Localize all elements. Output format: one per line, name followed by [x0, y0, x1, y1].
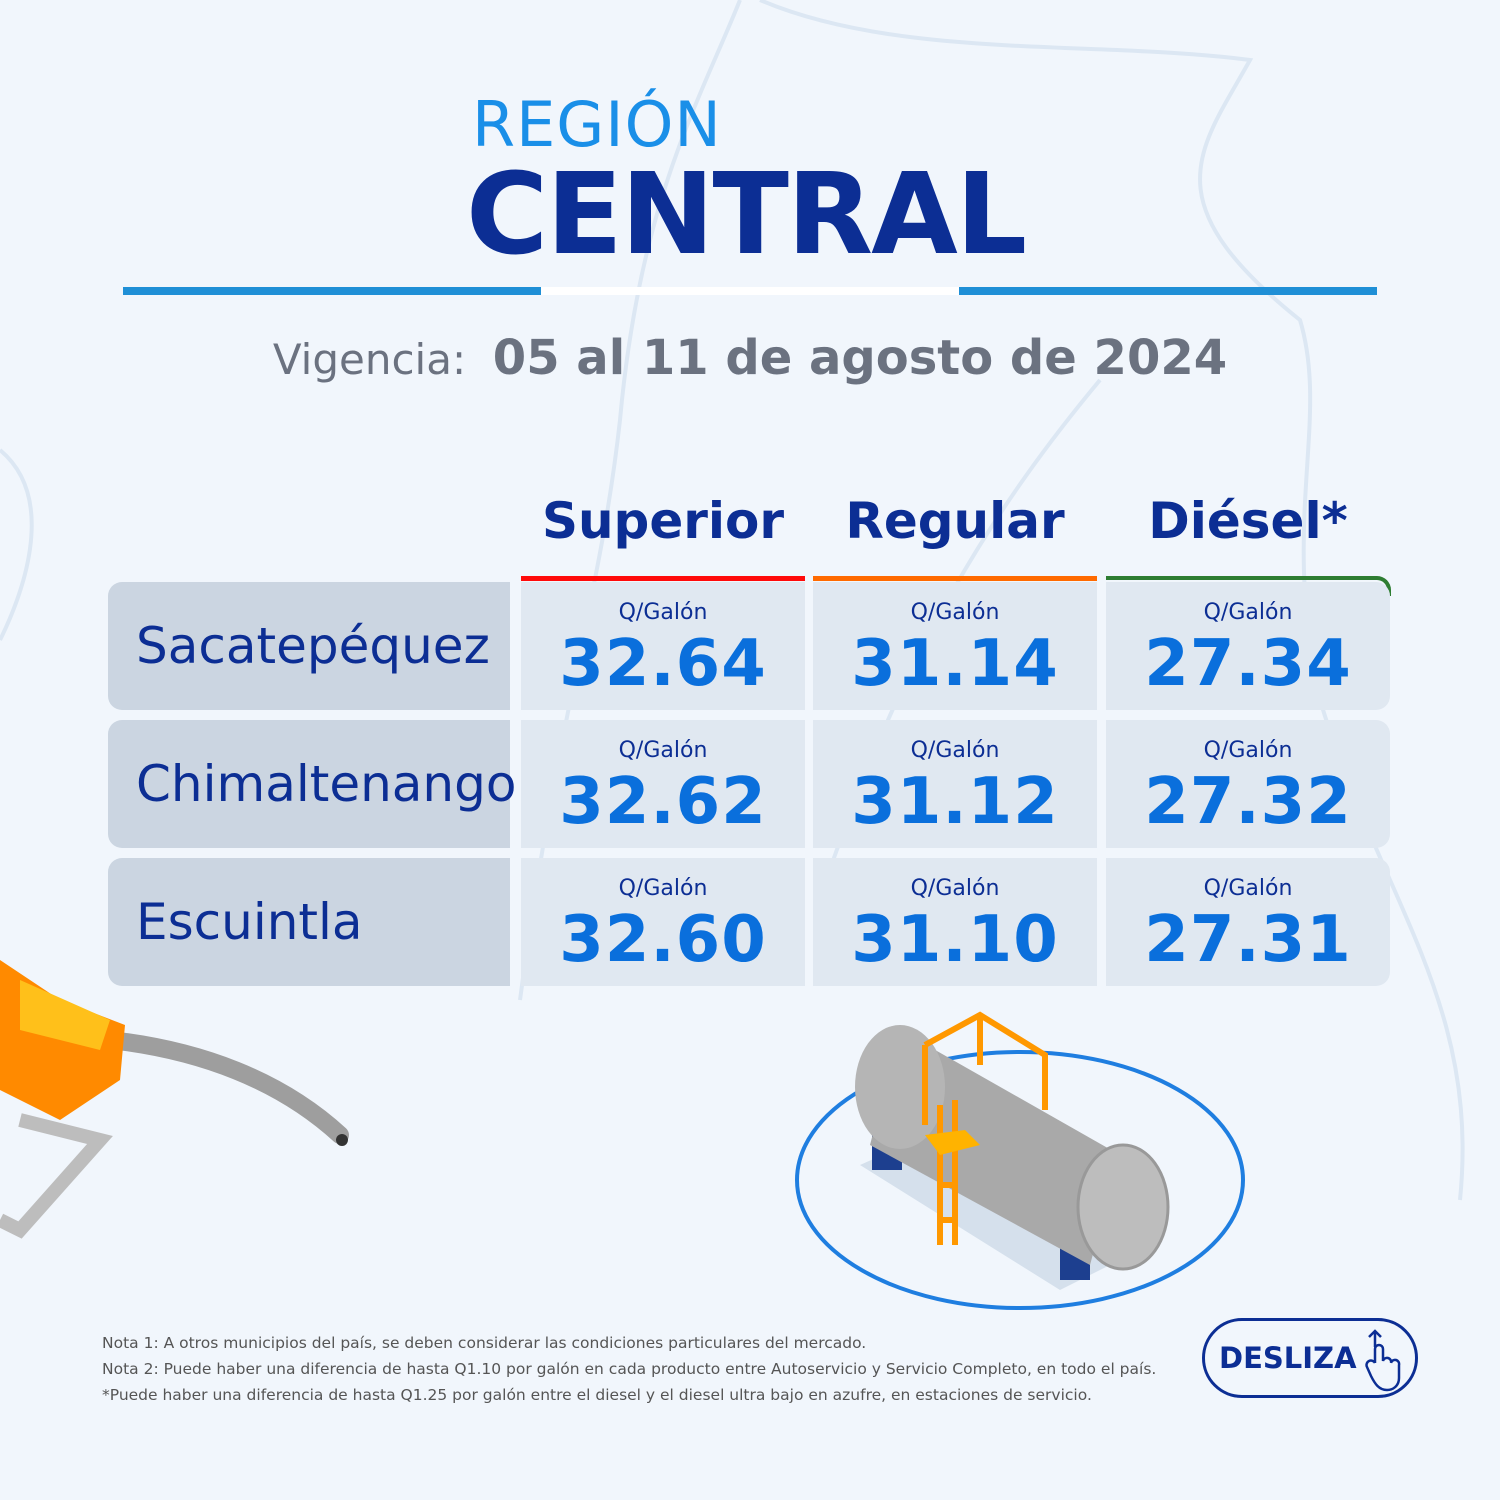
unit-label: Q/Galón [910, 600, 1000, 625]
unit-label: Q/Galón [1203, 876, 1293, 901]
region-label: Escuintla [108, 858, 510, 986]
swipe-label: DESLIZA [1219, 1341, 1357, 1375]
unit-label: Q/Galón [618, 600, 708, 625]
price-cell: Q/Galón 32.60 [521, 858, 805, 986]
region-label: Chimaltenango [108, 720, 516, 848]
unit-label: Q/Galón [618, 876, 708, 901]
divider-left [123, 287, 541, 295]
divider-right [959, 287, 1377, 295]
column-header-superior: Superior [541, 492, 785, 550]
unit-label: Q/Galón [910, 876, 1000, 901]
swipe-button[interactable]: DESLIZA [1202, 1318, 1418, 1398]
price-cell: Q/Galón 31.10 [813, 858, 1097, 986]
price-value: 31.12 [851, 765, 1059, 839]
price-cell: Q/Galón 27.31 [1106, 858, 1390, 986]
note-2: Nota 2: Puede haber una diferencia de ha… [102, 1360, 1157, 1378]
swipe-hand-icon [1364, 1329, 1400, 1392]
price-value: 32.64 [559, 627, 767, 701]
note-diesel: *Puede haber una diferencia de hasta Q1.… [102, 1386, 1092, 1404]
region-label: Sacatepéquez [108, 582, 510, 710]
price-value: 32.62 [559, 765, 767, 839]
title-central: CENTRAL [466, 150, 1027, 280]
unit-label: Q/Galón [618, 738, 708, 763]
validity-label: Vigencia: [272, 335, 467, 384]
fuel-nozzle-illustration [0, 960, 349, 1239]
price-cell: Q/Galón 31.12 [813, 720, 1097, 848]
price-cell: Q/Galón 32.64 [521, 582, 805, 710]
price-value: 27.34 [1144, 627, 1352, 701]
price-cell: Q/Galón 27.34 [1106, 582, 1390, 710]
validity-dates: 05 al 11 de agosto de 2024 [492, 330, 1228, 386]
validity: Vigencia: 05 al 11 de agosto de 2024 [0, 330, 1500, 386]
unit-label: Q/Galón [1203, 600, 1293, 625]
unit-label: Q/Galón [1203, 738, 1293, 763]
notes: Nota 1: A otros municipios del país, se … [102, 1330, 1156, 1408]
divider-middle [541, 287, 959, 295]
price-cell: Q/Galón 31.14 [813, 582, 1097, 710]
price-cell: Q/Galón 27.32 [1106, 720, 1390, 848]
price-value: 31.14 [851, 627, 1059, 701]
unit-label: Q/Galón [910, 738, 1000, 763]
superior-color-bar [521, 576, 805, 581]
title-region: REGIÓN [472, 88, 722, 161]
price-value: 31.10 [851, 903, 1059, 977]
column-header-regular: Regular [845, 492, 1065, 550]
note-1: Nota 1: A otros municipios del país, se … [102, 1334, 867, 1352]
fuel-tank-illustration [795, 1011, 1245, 1310]
price-cell: Q/Galón 32.62 [521, 720, 805, 848]
price-value: 32.60 [559, 903, 767, 977]
diesel-color-bar [1106, 576, 1391, 596]
price-value: 27.32 [1144, 765, 1352, 839]
regular-color-bar [813, 576, 1097, 581]
column-header-diesel: Diésel* [1148, 492, 1348, 550]
price-value: 27.31 [1144, 903, 1352, 977]
